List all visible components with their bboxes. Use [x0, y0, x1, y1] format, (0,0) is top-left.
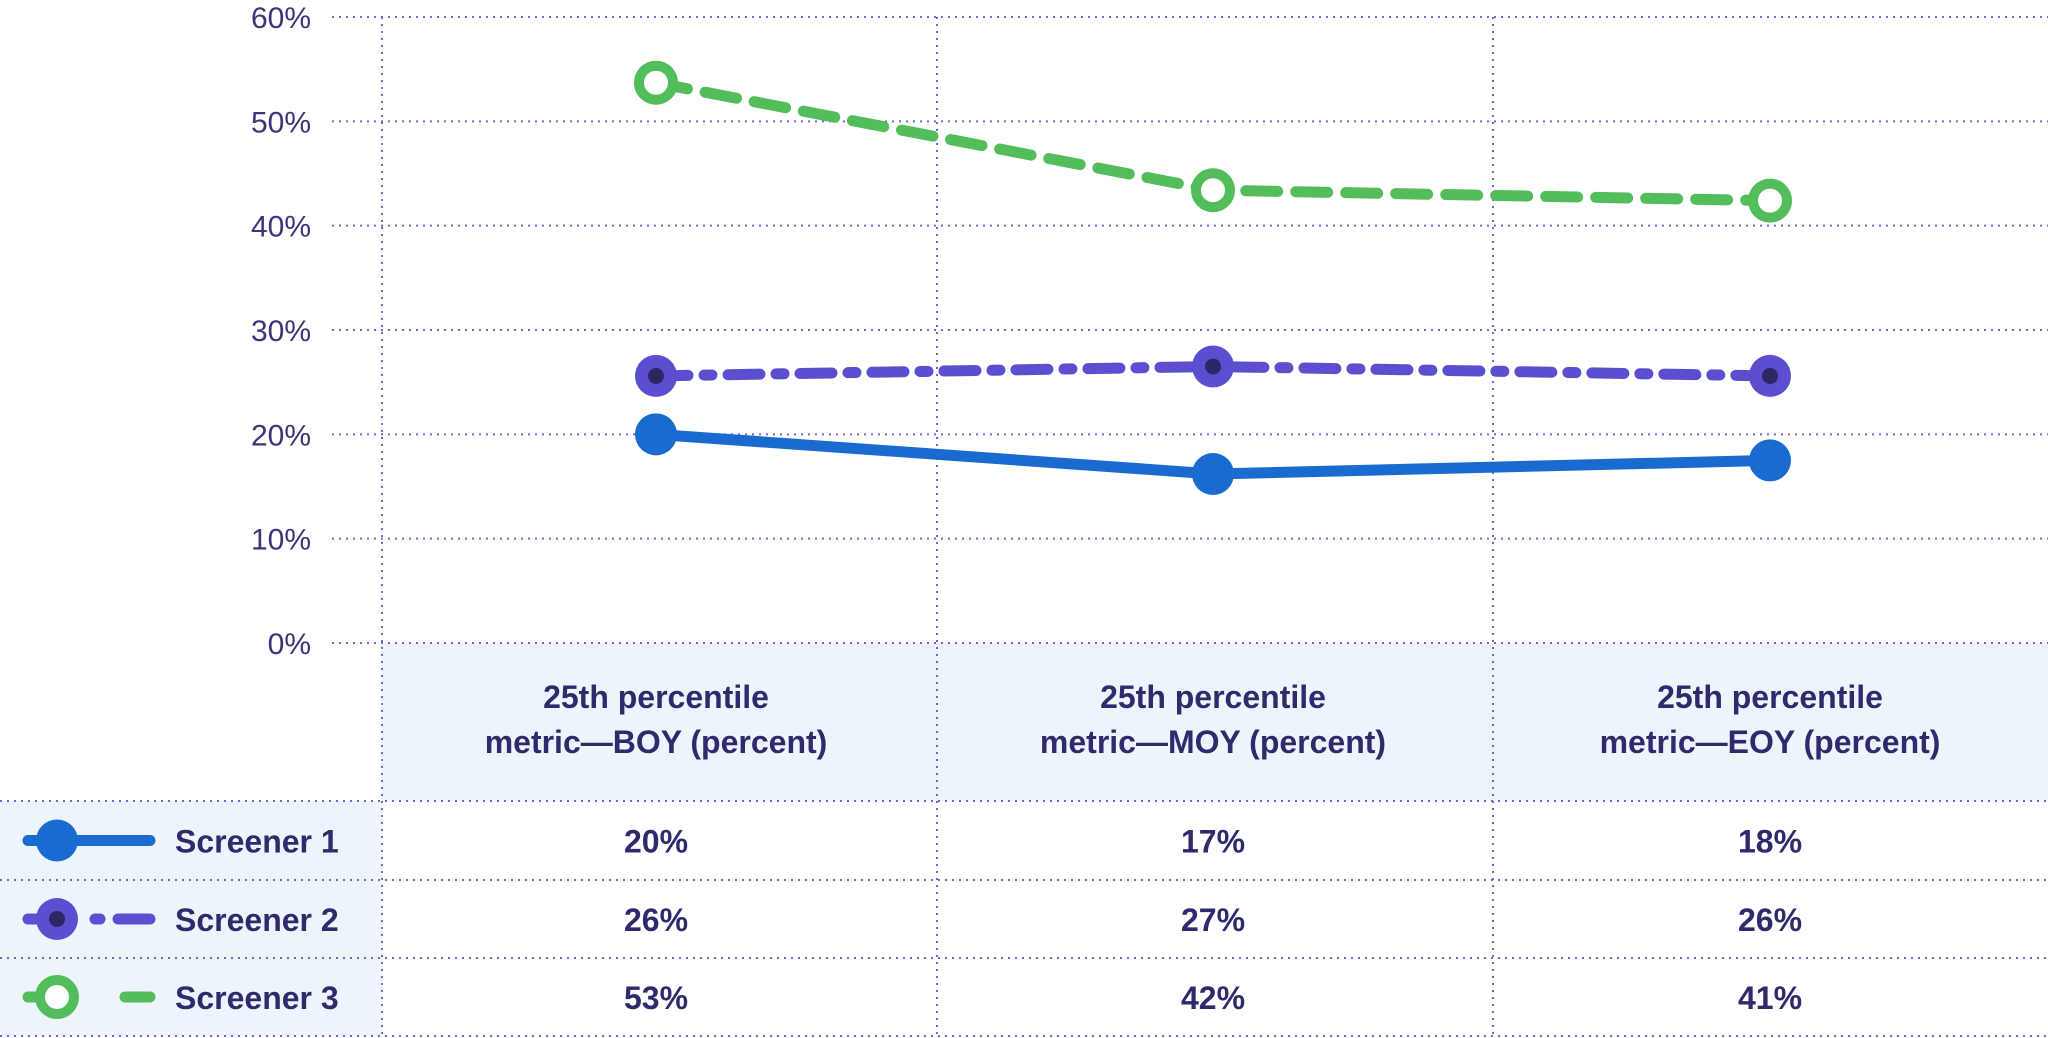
table-cell: 42% [1181, 980, 1245, 1016]
category-label: metric—MOY (percent) [1040, 724, 1386, 760]
data-point-s2-3-center [1762, 367, 1778, 384]
series-lines [650, 77, 1776, 480]
series-markers [634, 60, 1792, 495]
category-label: 25th percentile [1100, 679, 1326, 715]
table-cell: 27% [1181, 902, 1245, 938]
table-cell: 26% [1738, 902, 1802, 938]
table-cell: 26% [624, 902, 688, 938]
legend-marker-2-center [49, 911, 65, 927]
y-tick-label: 30% [251, 315, 311, 348]
data-point-s1-3 [1749, 439, 1791, 482]
data-table: 20% 17% 18% 26% 27% 26% 53% 42% 41% [624, 824, 1802, 1017]
table-cell: 41% [1738, 980, 1802, 1016]
legend-marker-3 [35, 975, 79, 1019]
data-point-s3-1 [634, 60, 678, 105]
legend-label: Screener 1 [175, 824, 339, 860]
y-tick-label: 60% [251, 2, 311, 35]
data-point-s1-1 [635, 413, 677, 456]
data-point-s3-2 [1191, 168, 1235, 213]
y-tick-label: 50% [251, 106, 311, 139]
category-label: metric—EOY (percent) [1600, 724, 1941, 760]
table-cell: 20% [624, 824, 688, 860]
gridlines [0, 16, 2048, 1037]
data-point-s1-2 [1192, 452, 1234, 495]
y-tick-label: 0% [268, 628, 311, 661]
table-cell: 17% [1181, 824, 1245, 860]
legend-label: Screener 2 [175, 902, 339, 938]
category-label: 25th percentile [543, 679, 769, 715]
legend: Screener 1 Screener 2 Screener 3 [22, 819, 339, 1019]
category-label: metric—BOY (percent) [485, 724, 828, 760]
table-cell: 53% [624, 980, 688, 1016]
legend-marker-1 [36, 819, 78, 862]
y-tick-label: 10% [251, 524, 311, 557]
y-axis: 0% 10% 20% 30% 40% 50% 60% [251, 2, 311, 661]
header-band [382, 643, 2048, 801]
table-header: 25th percentile metric—BOY (percent) 25th … [485, 679, 1941, 760]
data-point-s3-3 [1748, 178, 1792, 223]
category-label: 25th percentile [1657, 679, 1883, 715]
table-cell: 18% [1738, 824, 1802, 860]
y-tick-label: 20% [251, 419, 311, 452]
table-header-background [382, 643, 2048, 801]
legend-label: Screener 3 [175, 980, 339, 1016]
data-point-s2-1-center [648, 367, 664, 384]
data-point-s2-2-center [1205, 358, 1221, 375]
y-tick-label: 40% [251, 211, 311, 244]
